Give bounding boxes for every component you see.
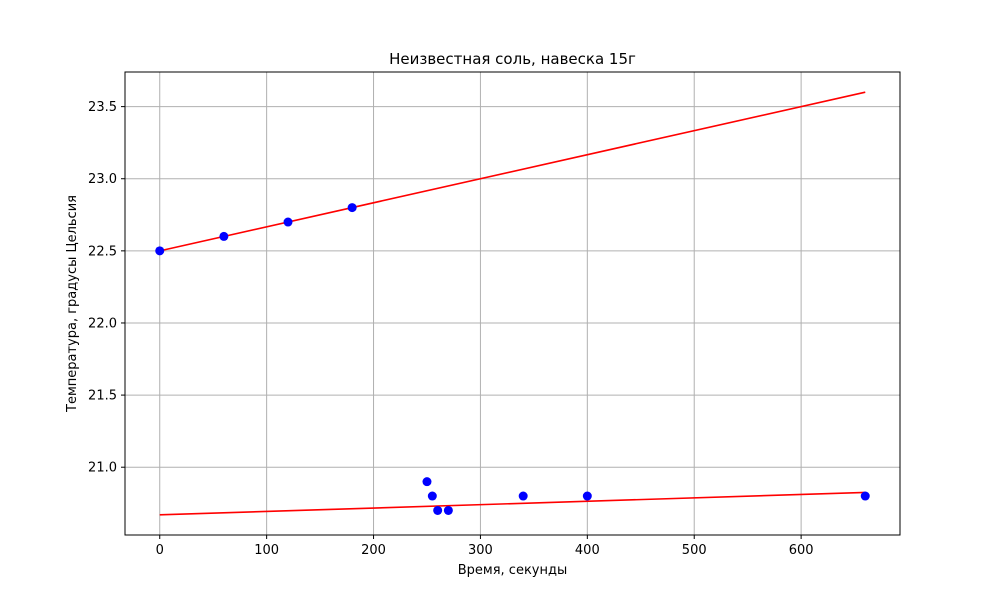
x-tick-label: 400 xyxy=(575,543,600,558)
data-point xyxy=(427,491,437,501)
y-tick-label: 21.5 xyxy=(88,389,117,404)
data-point xyxy=(155,246,165,256)
y-tick-label: 22.0 xyxy=(88,316,117,331)
data-point xyxy=(443,505,453,515)
y-tick-label: 23.0 xyxy=(88,172,117,187)
x-tick-label: 0 xyxy=(156,543,164,558)
x-tick-label: 500 xyxy=(682,543,707,558)
data-point xyxy=(219,231,229,241)
y-tick-label: 23.5 xyxy=(88,100,117,115)
y-tick-label: 22.5 xyxy=(88,244,117,259)
x-axis-label: Время, секунды xyxy=(458,563,568,578)
y-tick-label: 21.0 xyxy=(88,461,117,476)
fit-lines-layer xyxy=(159,91,866,516)
data-point xyxy=(283,217,293,227)
data-point xyxy=(422,477,432,487)
chart-title: Неизвестная соль, навеска 15г xyxy=(389,50,636,68)
fit-line-1 xyxy=(159,91,866,252)
data-point xyxy=(433,505,443,515)
x-tick-label: 100 xyxy=(254,543,279,558)
data-point xyxy=(860,491,870,501)
x-tick-label: 200 xyxy=(361,543,386,558)
x-tick-label: 600 xyxy=(789,543,814,558)
data-point xyxy=(582,491,592,501)
x-tick-label: 300 xyxy=(468,543,493,558)
fit-line-2 xyxy=(159,491,866,516)
grid-layer xyxy=(125,72,900,535)
data-point xyxy=(518,491,528,501)
plot-area-background xyxy=(125,72,900,535)
y-axis-label: Температура, градусы Цельсия xyxy=(65,195,80,413)
data-point xyxy=(347,203,357,213)
ticks-layer: 0 100 200 300 400 500 600 21.0 21.5 22.0 22.5 23.0 2… xyxy=(88,100,813,558)
data-points-layer xyxy=(155,203,870,515)
plot-frame xyxy=(124,71,901,536)
